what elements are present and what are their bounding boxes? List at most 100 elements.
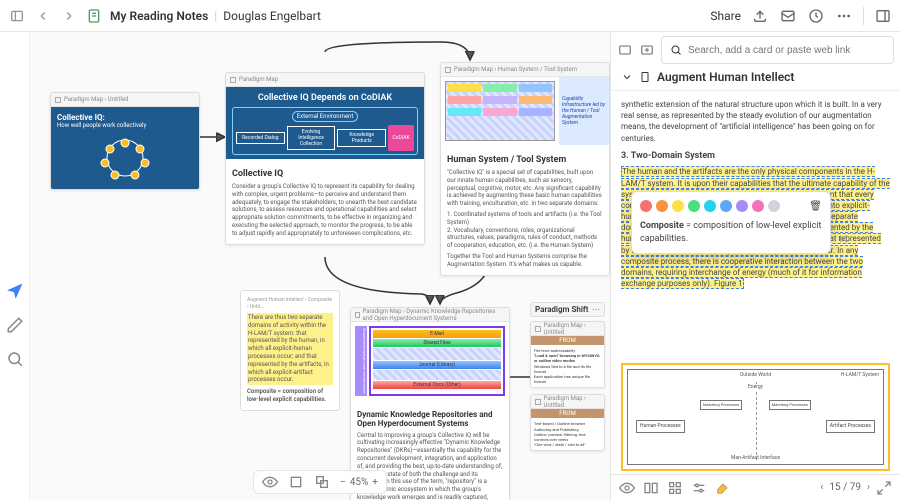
- sidebar-toggle-icon[interactable]: [8, 7, 26, 25]
- label: Evolving Intelligence Collection: [287, 126, 336, 150]
- zoom-in[interactable]: +: [372, 477, 378, 488]
- zoom-out[interactable]: −: [340, 477, 346, 488]
- color-dot[interactable]: [752, 200, 764, 212]
- search-icon[interactable]: [6, 350, 24, 368]
- color-dot[interactable]: [768, 200, 780, 212]
- card-head-text: Collective IQ Depends on CoDIAK: [232, 93, 418, 103]
- bullet: Outline, preview, filtering, tree contro…: [534, 432, 601, 442]
- note-composite[interactable]: Augment Human Intellect › Composite › Un…: [240, 290, 340, 411]
- card-crumb: Paradigm Map › Dynamic Knowledge Reposit…: [363, 308, 506, 322]
- view-mode-icon[interactable]: [619, 480, 635, 496]
- paradigm-shift-header[interactable]: Paradigm Shift ⋯: [530, 302, 605, 317]
- diag-label: Man-Artifact Interface: [731, 455, 780, 462]
- color-dot[interactable]: [704, 200, 716, 212]
- zoom-value: 45%: [350, 477, 369, 488]
- card-icon[interactable]: [617, 42, 633, 58]
- color-dot[interactable]: [640, 200, 652, 212]
- highlight-icon[interactable]: [715, 480, 731, 496]
- share-button[interactable]: Share: [710, 9, 741, 23]
- note-hl: There are thus two separate domains of a…: [247, 313, 333, 385]
- card-crumb: Paradigm Map › Untitled: [64, 96, 128, 103]
- page-prev[interactable]: ‹: [820, 482, 823, 493]
- card-paradigm-from1[interactable]: Paradigm Map › Untitled FROM File-level …: [530, 321, 605, 388]
- label: E-Mail: [373, 330, 501, 338]
- diag-label: Energy: [746, 384, 765, 391]
- card-collective-iq-big[interactable]: Paradigm Map Collective IQ Depends on Co…: [225, 72, 425, 245]
- card-subtitle: How well people work collectively: [57, 122, 193, 129]
- diag-box: Matching Processes: [769, 400, 811, 410]
- search-input[interactable]: [688, 45, 885, 56]
- search-icon: [670, 44, 682, 56]
- export-icon[interactable]: [751, 7, 769, 25]
- diag-box: Matching Processes: [700, 400, 742, 410]
- card-crumb: Paradigm Map › Human System / Tool Syste…: [454, 66, 577, 73]
- card-human-tool[interactable]: Paradigm Map › Human System / Tool Syste…: [440, 62, 610, 276]
- figure-1: Outside World H-LAM/T System Energy Huma…: [621, 363, 890, 471]
- card-title: Dynamic Knowledge Repositories and Open …: [357, 410, 503, 428]
- frame-icon[interactable]: [288, 474, 304, 490]
- diag-label: Outside World: [740, 372, 771, 379]
- more-icon[interactable]: [835, 7, 853, 25]
- bullet: "One view / state / size to all": [534, 442, 601, 447]
- document-icon: [86, 8, 102, 24]
- navigate-icon[interactable]: [6, 282, 24, 300]
- ext-env: External Environment: [292, 111, 359, 122]
- breadcrumb: My Reading Notes | Douglas Engelbart: [110, 9, 321, 23]
- add-icon[interactable]: [639, 42, 655, 58]
- heading: 3. Two-Domain System: [621, 150, 890, 163]
- note-crumb: Augment Human Intellect › Composite › Un…: [247, 297, 333, 310]
- back-icon[interactable]: [34, 7, 52, 25]
- list-item: 1. Coordinated systems of tools and arti…: [447, 211, 603, 227]
- reader-content[interactable]: synthetic extension of the natural struc…: [611, 91, 900, 474]
- page-next[interactable]: ›: [867, 482, 870, 493]
- expand-icon[interactable]: [876, 480, 892, 496]
- card-desc: Consider a group's Collective IQ to repr…: [232, 183, 418, 238]
- diag-label: H-LAM/T System: [841, 372, 879, 379]
- highlight-tooltip: 🗑 Composite = composition of low-level e…: [631, 191, 831, 254]
- card-title: Collective IQ:: [57, 113, 193, 122]
- inbox-icon[interactable]: [779, 7, 797, 25]
- panel-toggle-icon[interactable]: [874, 7, 892, 25]
- breadcrumb-root[interactable]: My Reading Notes: [110, 9, 208, 23]
- paragraph: synthetic extension of the natural struc…: [621, 99, 890, 144]
- crumb: Paradigm Map › Untitled: [544, 322, 601, 336]
- canvas-toolbar: − 45% +: [253, 470, 387, 494]
- edit-icon[interactable]: [6, 316, 24, 334]
- note-bold: Composite = composition of low-level exp…: [247, 388, 333, 404]
- chevron-down-icon[interactable]: [621, 71, 633, 83]
- bullet: "Load & open" browsing in WYSIWYG or out…: [534, 353, 601, 363]
- trash-icon[interactable]: 🗑: [809, 200, 822, 214]
- panel-title: Augment Human Intellect: [657, 70, 794, 84]
- title: Paradigm Shift: [535, 305, 588, 314]
- card-paradigm-from2[interactable]: Paradigm Map › Untitled FROM Text-based …: [530, 394, 605, 451]
- card-collective-iq-small[interactable]: Paradigm Map › Untitled Collective IQ: H…: [50, 92, 200, 190]
- card-title: Human System / Tool System: [447, 155, 603, 165]
- from-label: FROM: [531, 409, 604, 418]
- color-dot[interactable]: [688, 200, 700, 212]
- forward-icon[interactable]: [60, 7, 78, 25]
- color-dot[interactable]: [736, 200, 748, 212]
- canvas[interactable]: Paradigm Map › Untitled Collective IQ: H…: [30, 32, 610, 500]
- list-item: 2. Vocabulary, conventions, roles, organ…: [447, 227, 603, 250]
- side-label: Shared knowledge-work environment: [355, 326, 367, 396]
- breadcrumb-page[interactable]: Douglas Engelbart: [223, 9, 321, 23]
- sliders-icon[interactable]: [691, 480, 707, 496]
- from-label: FROM: [531, 336, 604, 345]
- bullet: Windows tied to a file and its file form…: [534, 364, 601, 374]
- view-icon[interactable]: [262, 474, 278, 490]
- card-title: Collective IQ: [232, 169, 418, 179]
- tooltip-text: Composite = composition of low-level exp…: [640, 220, 822, 245]
- color-dot[interactable]: [656, 200, 668, 212]
- label: Knowledge Products: [337, 129, 386, 147]
- label: Journal (Library): [373, 361, 501, 369]
- codiak-box: CoDIAK: [388, 125, 414, 151]
- tooltip-count: 14: [838, 234, 848, 247]
- color-dot[interactable]: [672, 200, 684, 212]
- card-foot: Together the Tool and Human Systems comp…: [447, 253, 603, 269]
- layers-icon[interactable]: [314, 474, 330, 490]
- columns-icon[interactable]: [643, 480, 659, 496]
- color-dot[interactable]: [720, 200, 732, 212]
- grid-icon[interactable]: [667, 480, 683, 496]
- page-indicator: 15 / 79: [829, 482, 861, 493]
- clock-icon[interactable]: [807, 7, 825, 25]
